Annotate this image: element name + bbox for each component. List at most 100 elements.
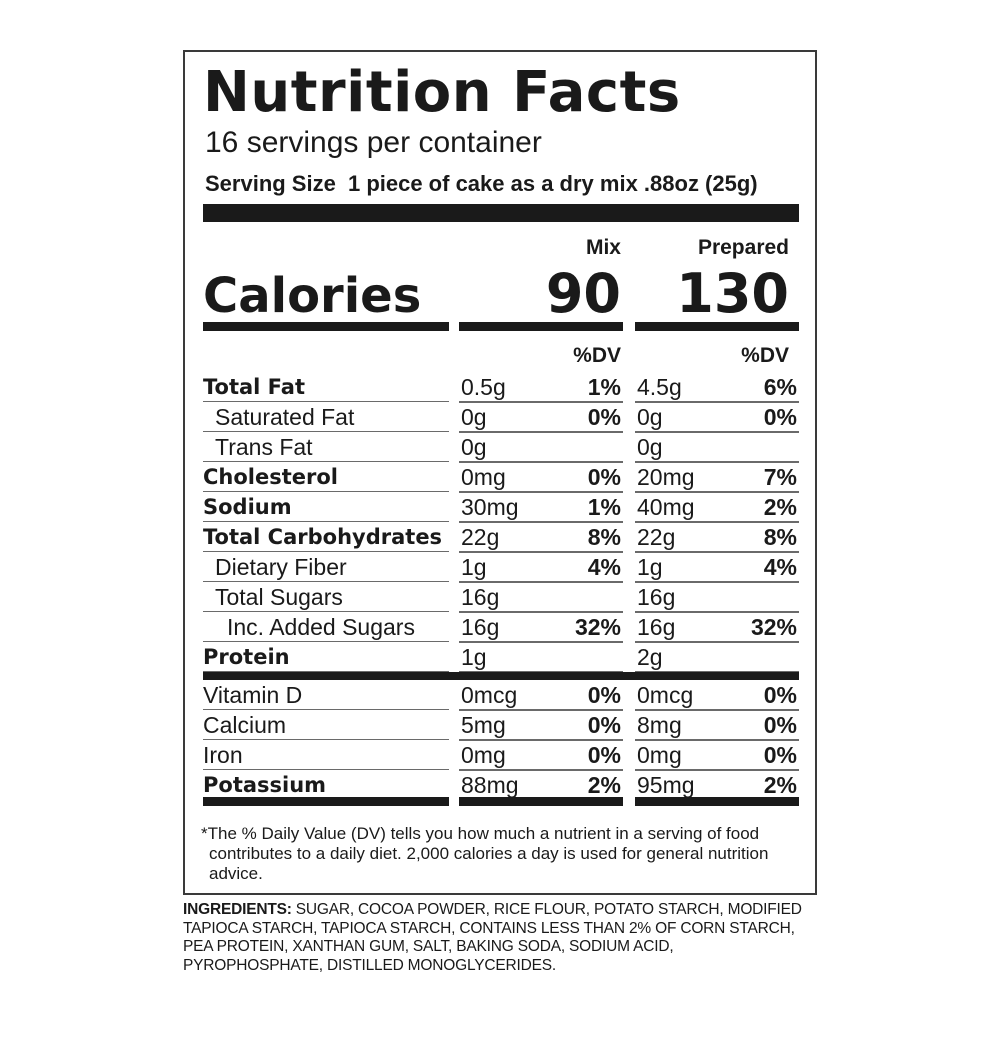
prepared-amount: 16g (637, 584, 676, 610)
prepared-daily-value: 32% (750, 614, 797, 640)
nutrient-name: Inc. Added Sugars (203, 612, 449, 642)
nutrient-name: Calcium (203, 710, 449, 740)
mix-daily-value: 32% (574, 614, 621, 640)
thick-divider-bottom-mix (459, 797, 623, 806)
vitamins-divider (203, 672, 799, 680)
mix-daily-value (569, 432, 623, 462)
prepared-daily-value: 8% (763, 524, 797, 550)
mix-amount: 0.5g (461, 374, 506, 400)
row-rule-mix (459, 461, 623, 463)
nutrition-facts-panel: Nutrition Facts 16 servings per containe… (183, 50, 817, 895)
prepared-daily-value (745, 432, 799, 462)
prepared-amount: 22g (637, 524, 676, 550)
row-rule-prepared (635, 611, 799, 613)
calories-divider-name (203, 322, 449, 331)
prepared-amount: 2g (637, 644, 663, 670)
mix-daily-value (569, 642, 623, 672)
mix-amount: 0g (461, 404, 487, 430)
nutrient-row: Total Sugars 16g 16g (203, 582, 799, 613)
mix-daily-value: 8% (587, 524, 621, 550)
mix-amount: 22g (461, 524, 500, 550)
mix-amount: 0mcg (461, 682, 518, 708)
mix-amount: 1g (461, 554, 487, 580)
row-rule-prepared (635, 739, 799, 741)
mix-amount: 0g (461, 434, 487, 460)
thick-divider-bottom-name (203, 797, 449, 806)
vitamin-row: Iron 0mg 0% 0mg 0% (203, 740, 799, 771)
prepared-amount: 16g (637, 614, 676, 640)
prepared-daily-value: 0% (763, 742, 797, 768)
mix-amount: 30mg (461, 494, 519, 520)
row-rule-mix (459, 671, 623, 673)
nutrient-row: Total Fat 0.5g 1% 4.5g 6% (203, 372, 799, 403)
calories-prepared-value: 130 (676, 262, 789, 325)
nutrient-row: Total Carbohydrates 22g 8% 22g 8% (203, 522, 799, 553)
row-rule-prepared (635, 491, 799, 493)
serving-size: Serving Size 1 piece of cake as a dry mi… (205, 171, 758, 197)
nutrient-name: Vitamin D (203, 680, 449, 710)
nutrient-name: Saturated Fat (203, 402, 449, 432)
row-rule-prepared (635, 521, 799, 523)
mix-daily-value: 0% (587, 712, 621, 738)
prepared-amount: 0g (637, 434, 663, 460)
mix-amount: 0mg (461, 464, 506, 490)
dv-header-mix: %DV (573, 344, 621, 367)
nutrient-name: Trans Fat (203, 432, 449, 462)
prepared-amount: 0g (637, 404, 663, 430)
ingredients-statement: INGREDIENTS: SUGAR, COCOA POWDER, RICE FL… (183, 901, 813, 975)
nutrient-row: Saturated Fat 0g 0% 0g 0% (203, 402, 799, 433)
prepared-daily-value: 2% (763, 494, 797, 520)
prepared-amount: 4.5g (637, 374, 682, 400)
prepared-daily-value: 0% (763, 712, 797, 738)
row-rule-mix (459, 401, 623, 403)
row-rule-prepared (635, 401, 799, 403)
prepared-daily-value: 0% (763, 682, 797, 708)
row-rule-prepared (635, 709, 799, 711)
prepared-daily-value: 6% (763, 374, 797, 400)
row-rule-prepared (635, 551, 799, 553)
calories-mix-value: 90 (545, 262, 621, 325)
column-header-mix: Mix (585, 236, 621, 259)
vitamin-rows: Vitamin D 0mcg 0% 0mcg 0% Calcium 5mg 0% 8mg 0% Ir… (203, 680, 799, 801)
calories-divider-prepared (635, 322, 799, 331)
nutrient-row: Cholesterol 0mg 0% 20mg 7% (203, 462, 799, 493)
nutrient-name: Total Fat (203, 372, 449, 402)
nutrient-row: Inc. Added Sugars 16g 32% 16g 32% (203, 612, 799, 643)
nutrient-name: Total Sugars (203, 582, 449, 612)
daily-value-footnote: *The % Daily Value (DV) tells you how mu… (201, 824, 769, 883)
row-rule-prepared (635, 581, 799, 583)
mix-amount: 5mg (461, 712, 506, 738)
mix-amount: 0mg (461, 742, 506, 768)
mix-daily-value: 1% (587, 494, 621, 520)
mix-daily-value: 0% (587, 464, 621, 490)
mix-amount: 16g (461, 584, 500, 610)
nutrient-row: Sodium 30mg 1% 40mg 2% (203, 492, 799, 523)
prepared-amount: 1g (637, 554, 663, 580)
nutrient-name: Sodium (203, 492, 449, 522)
nutrient-name: Dietary Fiber (203, 552, 449, 582)
mix-amount: 88mg (461, 772, 519, 798)
nutrient-rows: Total Fat 0.5g 1% 4.5g 6% Saturated Fat 0g 0% 0g… (203, 372, 799, 673)
panel-title: Nutrition Facts (203, 60, 681, 125)
nutrient-row: Trans Fat 0g 0g (203, 432, 799, 463)
vitamin-row: Vitamin D 0mcg 0% 0mcg 0% (203, 680, 799, 711)
vitamin-row: Potassium 88mg 2% 95mg 2% (203, 770, 799, 801)
serving-size-value: 1 piece of cake as a dry mix .88oz (25g) (347, 171, 758, 196)
prepared-amount: 0mcg (637, 682, 694, 708)
mix-daily-value: 0% (587, 682, 621, 708)
nutrient-name: Potassium (203, 770, 449, 800)
nutrient-row: Protein 1g 2g (203, 642, 799, 673)
mix-daily-value: 4% (587, 554, 621, 580)
calories-divider-mix (459, 322, 623, 331)
prepared-daily-value: 4% (763, 554, 797, 580)
row-rule-mix (459, 581, 623, 583)
row-rule-prepared (635, 671, 799, 673)
ingredients-label: INGREDIENTS: (183, 901, 292, 918)
row-rule-mix (459, 521, 623, 523)
serving-size-label: Serving Size (205, 171, 336, 196)
mix-daily-value: 1% (587, 374, 621, 400)
mix-daily-value: 0% (587, 742, 621, 768)
prepared-amount: 40mg (637, 494, 695, 520)
ingredients-text: SUGAR, COCOA POWDER, RICE FLOUR, POTATO … (183, 901, 802, 974)
calories-label: Calories (203, 268, 422, 324)
